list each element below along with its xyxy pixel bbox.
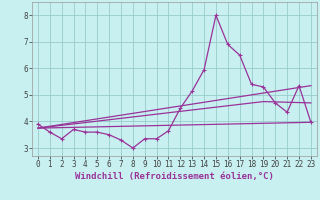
X-axis label: Windchill (Refroidissement éolien,°C): Windchill (Refroidissement éolien,°C) <box>75 172 274 181</box>
